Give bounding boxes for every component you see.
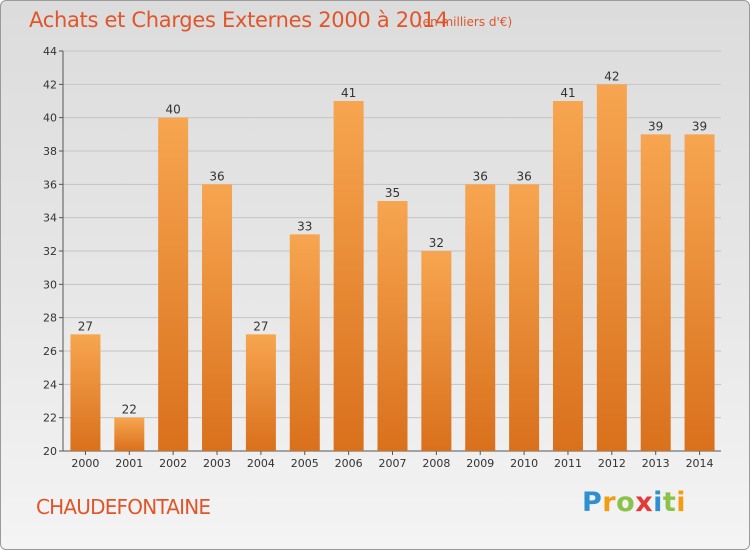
logo-letter: i xyxy=(676,487,687,518)
logo-letter: r xyxy=(602,487,617,518)
x-tick-label: 2008 xyxy=(422,457,450,470)
bar xyxy=(202,184,233,452)
commune-name: CHAUDEFONTAINE xyxy=(36,495,211,519)
bar xyxy=(421,251,452,451)
data-label: 41 xyxy=(341,86,356,100)
bar xyxy=(289,234,320,451)
y-tick-label: 38 xyxy=(43,145,57,158)
bar xyxy=(377,201,408,451)
y-tick-label: 32 xyxy=(43,245,57,258)
x-tick-label: 2013 xyxy=(642,457,670,470)
data-label: 40 xyxy=(166,103,181,117)
bar xyxy=(114,417,145,451)
logo-letter: P xyxy=(582,487,603,518)
bar xyxy=(245,334,276,451)
y-tick-label: 36 xyxy=(43,178,57,191)
data-label: 35 xyxy=(385,186,400,200)
x-tick-label: 2006 xyxy=(335,457,363,470)
logo-letter: x xyxy=(635,487,654,518)
bar xyxy=(684,134,715,452)
data-label: 32 xyxy=(429,236,444,250)
y-tick-label: 42 xyxy=(43,78,57,91)
bar xyxy=(552,101,583,451)
logo-letter: o xyxy=(616,487,636,518)
data-label: 42 xyxy=(604,69,619,83)
y-tick-label: 30 xyxy=(43,278,57,291)
data-label: 22 xyxy=(122,403,137,417)
bar xyxy=(333,101,364,451)
bar xyxy=(640,134,671,452)
x-tick-label: 2003 xyxy=(203,457,231,470)
y-tick-label: 24 xyxy=(43,378,57,391)
data-label: 39 xyxy=(692,119,707,133)
y-tick-label: 26 xyxy=(43,345,57,358)
x-tick-label: 2011 xyxy=(554,457,582,470)
x-tick-label: 2007 xyxy=(379,457,407,470)
x-tick-label: 2005 xyxy=(291,457,319,470)
x-tick-label: 2009 xyxy=(466,457,494,470)
bar xyxy=(509,184,540,452)
x-tick-label: 2002 xyxy=(159,457,187,470)
x-tick-label: 2010 xyxy=(510,457,538,470)
x-tick-label: 2004 xyxy=(247,457,275,470)
y-tick-label: 22 xyxy=(43,412,57,425)
x-tick-label: 2012 xyxy=(598,457,626,470)
proxiti-logo: Proxiti xyxy=(582,487,686,518)
data-label: 36 xyxy=(473,169,488,183)
data-label: 41 xyxy=(560,86,575,100)
logo-letter: i xyxy=(653,487,663,518)
data-label: 33 xyxy=(297,219,312,233)
data-label: 36 xyxy=(209,169,224,183)
data-label: 27 xyxy=(78,319,93,333)
x-tick-label: 2000 xyxy=(71,457,99,470)
bar xyxy=(70,334,101,451)
bar xyxy=(596,84,627,451)
x-tick-label: 2001 xyxy=(115,457,143,470)
bar xyxy=(158,117,189,452)
data-label: 39 xyxy=(648,119,663,133)
chart-title: Achats et Charges Externes 2000 à 2014 xyxy=(29,8,449,32)
labels: 27 22 40 36 27 33 41 35 32 36 36 41 42 39 39 xyxy=(78,69,707,416)
bar xyxy=(465,184,496,452)
y-tick-label: 40 xyxy=(43,112,57,125)
data-label: 36 xyxy=(516,169,531,183)
data-label: 27 xyxy=(253,319,268,333)
chart-unit: (en milliers d'€) xyxy=(418,15,513,29)
x-tick-label: 2014 xyxy=(686,457,714,470)
logo-letter: t xyxy=(662,487,677,518)
bars xyxy=(70,84,715,452)
y-tick-label: 44 xyxy=(43,45,57,58)
y-tick-label: 28 xyxy=(43,312,57,325)
y-tick-label: 20 xyxy=(43,445,57,458)
y-tick-label: 34 xyxy=(43,212,57,225)
